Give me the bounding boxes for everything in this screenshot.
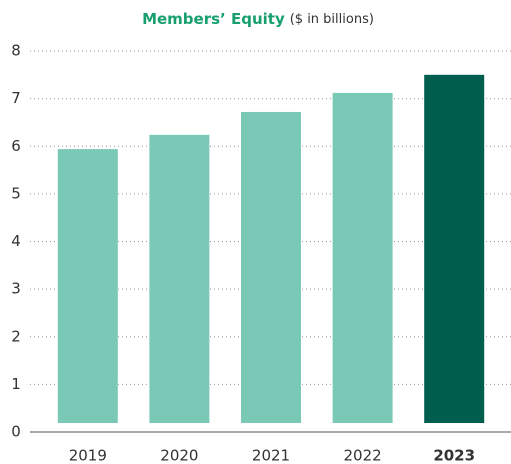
y-tick-label: 2 bbox=[11, 327, 21, 345]
y-tick-label: 6 bbox=[11, 137, 21, 155]
chart-title: Members’ Equity bbox=[142, 10, 285, 28]
y-tick-label: 4 bbox=[11, 232, 21, 250]
bar bbox=[424, 74, 485, 423]
bar bbox=[332, 92, 393, 423]
x-tick-label: 2019 bbox=[69, 447, 107, 464]
x-tick-label: 2023 bbox=[433, 447, 475, 464]
chart-title-group: Members’ Equity ($ in billions) bbox=[142, 10, 374, 28]
chart-subtitle: ($ in billions) bbox=[290, 12, 374, 27]
x-tick-label: 2020 bbox=[160, 447, 198, 464]
bar bbox=[149, 134, 210, 423]
x-tick-label: 2021 bbox=[252, 447, 290, 464]
y-tick-label: 5 bbox=[11, 184, 21, 202]
bar bbox=[241, 111, 301, 424]
y-tick-label: 3 bbox=[11, 280, 21, 298]
bar bbox=[57, 149, 118, 424]
x-tick-label: 2022 bbox=[344, 447, 382, 464]
y-tick-label: 1 bbox=[11, 375, 21, 393]
y-tick-label: 0 bbox=[11, 423, 21, 441]
y-tick-label: 7 bbox=[11, 89, 21, 107]
y-tick-label: 8 bbox=[11, 42, 21, 60]
